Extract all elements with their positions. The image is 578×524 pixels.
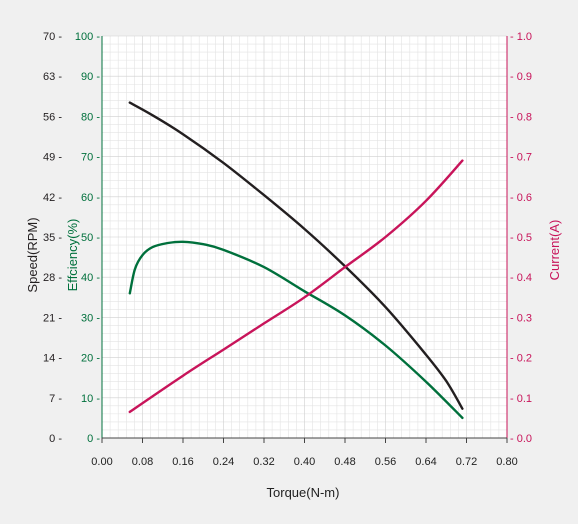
efficiency-tick-label: 10 -	[81, 393, 100, 405]
x-tick-label: 0.00	[91, 456, 112, 468]
current-tick-label: - 0.6	[510, 192, 532, 204]
speed-tick-label: 49 -	[43, 152, 62, 164]
x-tick-label: 0.32	[253, 456, 274, 468]
x-tick-label: 0.72	[456, 456, 477, 468]
efficiency-curve	[128, 240, 464, 420]
speed-tick-label: 14 -	[43, 353, 62, 365]
current-tick-label: - 0.3	[510, 312, 532, 324]
efficiency-tick-label: 30 -	[81, 312, 100, 324]
current-tick-label: - 0.5	[510, 232, 532, 244]
x-tick-label: 0.80	[496, 456, 517, 468]
x-tick-label: 0.16	[172, 456, 193, 468]
speed-tick-label: 42 -	[43, 192, 62, 204]
tick-labels: 0.00 0.08 0.16 0.24 0.32 0.40 0.48 0.56 0.64 0.72…	[43, 31, 532, 468]
axes-layer	[101, 36, 508, 443]
x-tick-label: 0.24	[213, 456, 234, 468]
efficiency-tick-label: 0 -	[87, 433, 100, 445]
x-tick-label: 0.56	[375, 456, 396, 468]
speed-tick-label: 56 -	[43, 111, 62, 123]
efficiency-tick-label: 40 -	[81, 272, 100, 284]
series-layer	[128, 101, 464, 420]
speed-axis-title: Speed(RPM)	[25, 217, 40, 292]
current-tick-label: - 1.0	[510, 31, 532, 43]
current-tick-label: - 0.0	[510, 433, 532, 445]
speed-tick-label: 7 -	[49, 393, 62, 405]
efficiency-tick-label: 60 -	[81, 192, 100, 204]
speed-tick-label: 21 -	[43, 312, 62, 324]
x-tick-label: 0.64	[415, 456, 436, 468]
efficiency-tick-label: 100 -	[75, 31, 100, 43]
speed-tick-label: 0 -	[49, 433, 62, 445]
efficiency-tick-label: 70 -	[81, 152, 100, 164]
speed-tick-label: 28 -	[43, 272, 62, 284]
current-tick-label: - 0.9	[510, 71, 532, 83]
x-tick-label: 0.08	[132, 456, 153, 468]
current-tick-label: - 0.1	[510, 393, 532, 405]
efficiency-axis-title: Effciency(%)	[65, 219, 80, 292]
speed-curve	[128, 101, 464, 410]
speed-tick-label: 35 -	[43, 232, 62, 244]
current-tick-label: - 0.8	[510, 111, 532, 123]
current-tick-label: - 0.7	[510, 152, 532, 164]
speed-tick-label: 63 -	[43, 71, 62, 83]
current-axis-title: Current(A)	[547, 220, 562, 281]
efficiency-tick-label: 80 -	[81, 111, 100, 123]
efficiency-tick-label: 50 -	[81, 232, 100, 244]
speed-tick-label: 70 -	[43, 31, 62, 43]
current-tick-label: - 0.4	[510, 272, 532, 284]
current-tick-label: - 0.2	[510, 353, 532, 365]
efficiency-tick-label: 90 -	[81, 71, 100, 83]
x-axis-title: Torque(N-m)	[267, 485, 340, 500]
current-curve	[128, 159, 464, 414]
efficiency-tick-label: 20 -	[81, 353, 100, 365]
x-tick-label: 0.40	[294, 456, 315, 468]
x-tick-label: 0.48	[334, 456, 355, 468]
